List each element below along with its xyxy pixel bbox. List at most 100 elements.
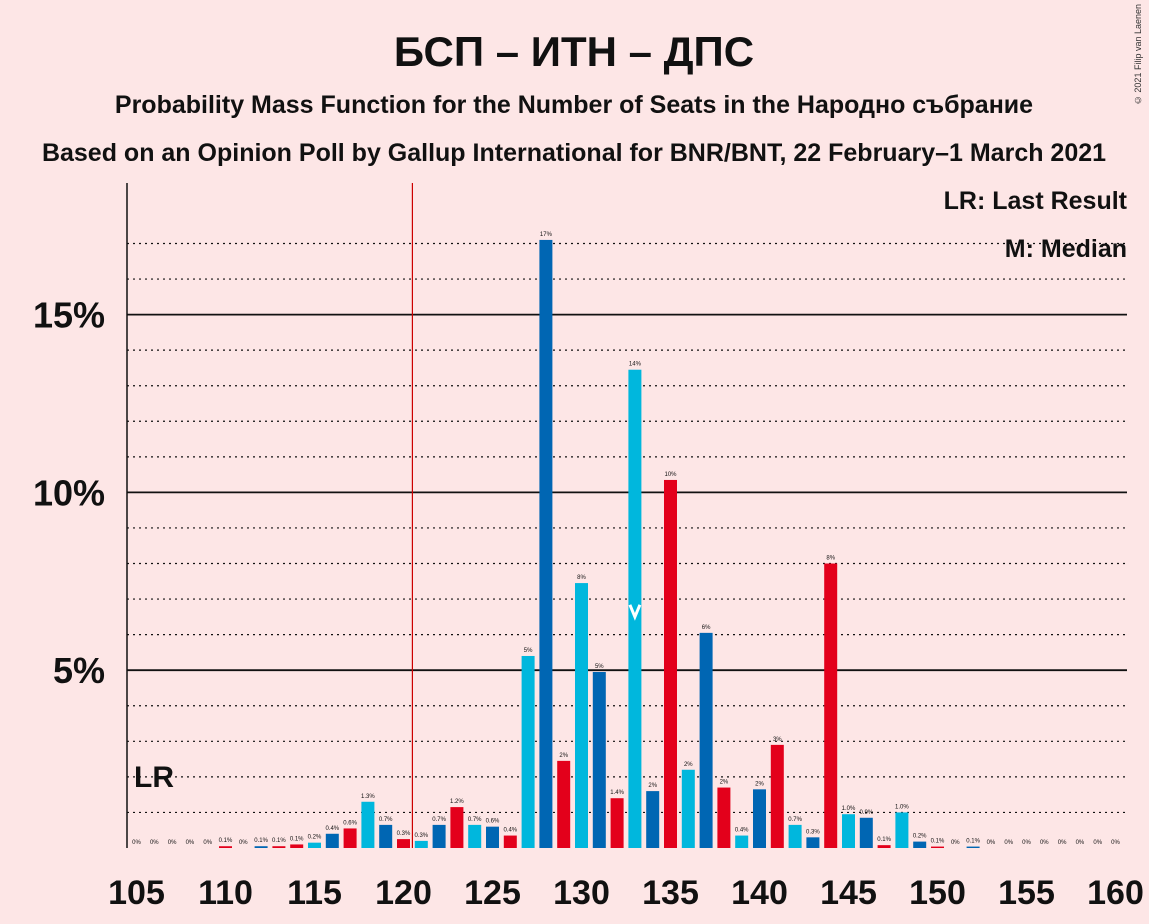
bar-label-seat-158: 0%: [1076, 840, 1085, 846]
x-tick-label: 125: [464, 874, 521, 912]
bar-seat-114: [290, 844, 304, 848]
bar-label-seat-120: 0.3%: [397, 831, 411, 837]
bar-label-seat-135: 10%: [664, 472, 677, 478]
bar-label-seat-143: 0.3%: [806, 829, 820, 835]
bar-seat-133: [628, 369, 642, 848]
bar-seat-132: [610, 798, 624, 848]
bar-label-seat-134: 2%: [648, 783, 657, 789]
x-tick-label: 115: [287, 874, 342, 912]
x-tick-label: 145: [820, 874, 877, 912]
bar-seat-128: [539, 239, 553, 848]
bar-seat-130: [575, 583, 588, 848]
bar-label-seat-107: 0%: [168, 840, 177, 846]
x-tick-label: 140: [731, 874, 788, 912]
x-tick-label: 130: [553, 874, 610, 912]
x-tick-label: 155: [998, 874, 1055, 912]
bar-label-seat-127: 5%: [524, 648, 533, 654]
bar-seat-115: [308, 842, 321, 848]
bar-label-seat-149: 0.2%: [913, 834, 927, 840]
bar-label-seat-105: 0%: [132, 840, 141, 846]
bar-label-seat-146: 0.9%: [859, 810, 873, 816]
bar-seat-126: [503, 835, 517, 848]
chart-subtitle-poll: Based on an Opinion Poll by Gallup Inter…: [42, 139, 1106, 167]
bar-seat-147: [877, 845, 891, 848]
bar-seat-120: [397, 839, 410, 848]
chart-title: БСП – ИТН – ДПС: [394, 28, 754, 75]
copyright-notice: © 2021 Filip van Laenen: [1133, 4, 1143, 106]
bar-label-seat-155: 0%: [1022, 840, 1031, 846]
bar-seat-149: [913, 841, 927, 848]
y-axis-ticks: 5% 10% 15%: [33, 295, 105, 692]
bar-seat-110: [219, 846, 232, 848]
bar-label-seat-121: 0.3%: [414, 833, 428, 839]
bar-label-seat-133: 14%: [629, 362, 642, 368]
bar-seat-139: [735, 835, 749, 848]
bar-seat-152: [966, 846, 980, 848]
bar-label-seat-154: 0%: [1004, 840, 1013, 846]
legend-median: M: Median: [1005, 235, 1127, 263]
bar-label-seat-108: 0%: [186, 840, 195, 846]
bar-label-seat-124: 0.7%: [468, 817, 482, 823]
bar-label-seat-157: 0%: [1058, 840, 1067, 846]
bar-seat-119: [379, 824, 393, 848]
bar-label-seat-156: 0%: [1040, 840, 1049, 846]
y-tick-label: 5%: [53, 650, 105, 691]
bar-seat-145: [842, 814, 855, 848]
bar-seat-136: [681, 769, 695, 848]
bar-label-seat-123: 1.2%: [450, 799, 464, 805]
bar-seat-116: [325, 833, 339, 848]
bar-seat-112: [254, 846, 268, 848]
bar-label-seat-150: 0.1%: [931, 839, 945, 845]
bar-label-seat-159: 0%: [1093, 840, 1102, 846]
bar-label-seat-144: 8%: [826, 556, 835, 562]
bar-label-seat-110: 0.1%: [219, 838, 233, 844]
bar-label-seat-160: 0%: [1111, 840, 1120, 846]
bar-label-seat-138: 2%: [720, 780, 729, 786]
bar-label-seat-129: 2%: [559, 753, 568, 759]
bar-label-seat-139: 0.4%: [735, 828, 749, 834]
y-tick-label: 10%: [33, 472, 105, 513]
x-axis-ticks: 105 110 115 120 125 130 135 140 145 150 155 160: [108, 874, 1144, 912]
bar-label-seat-122: 0.7%: [432, 817, 446, 823]
bar-label-seat-119: 0.7%: [379, 817, 393, 823]
bar-label-seat-132: 1.4%: [610, 790, 624, 796]
bar-label-seat-126: 0.4%: [503, 828, 517, 834]
x-tick-label: 110: [198, 874, 253, 912]
bar-label-seat-111: 0%: [239, 840, 248, 846]
bar-seat-123: [450, 807, 464, 848]
bar-label-seat-153: 0%: [987, 840, 996, 846]
x-tick-label: 135: [642, 874, 699, 912]
x-tick-label: 105: [108, 874, 165, 912]
bar-seat-131: [592, 671, 606, 848]
bar-label-seat-131: 5%: [595, 664, 604, 670]
bar-label-seat-145: 1.0%: [842, 806, 856, 812]
chart-subtitle: Probability Mass Function for the Number…: [115, 91, 1033, 119]
bar-label-seat-125: 0.6%: [486, 819, 500, 825]
x-tick-label: 150: [909, 874, 966, 912]
bar-seat-127: [521, 655, 535, 848]
bar-label-seat-137: 6%: [702, 625, 711, 631]
bar-label-seat-117: 0.6%: [343, 820, 357, 826]
bar-seat-122: [432, 824, 446, 848]
bar-seat-121: [414, 840, 428, 848]
bar-seat-141: [770, 744, 784, 848]
bar-label-seat-128: 17%: [540, 232, 553, 238]
bar-seat-113: [272, 846, 286, 848]
bar-seat-146: [859, 817, 873, 848]
x-tick-label: 160: [1087, 874, 1144, 912]
bar-seat-143: [806, 837, 820, 848]
bar-seat-117: [343, 828, 357, 848]
bar-seat-125: [486, 826, 499, 848]
gridlines: [127, 242, 1127, 814]
bars: [219, 239, 980, 848]
bar-seat-118: [361, 801, 375, 848]
bar-label-seat-114: 0.1%: [290, 836, 304, 842]
bar-label-seat-106: 0%: [150, 840, 159, 846]
bar-label-seat-140: 2%: [755, 781, 764, 787]
bar-seat-142: [788, 824, 802, 848]
bar-label-seat-115: 0.2%: [308, 835, 322, 841]
bar-seat-124: [468, 824, 482, 848]
bar-label-seat-151: 0%: [951, 840, 960, 846]
bar-label-seat-136: 2%: [684, 762, 693, 768]
bar-seat-135: [664, 479, 677, 848]
